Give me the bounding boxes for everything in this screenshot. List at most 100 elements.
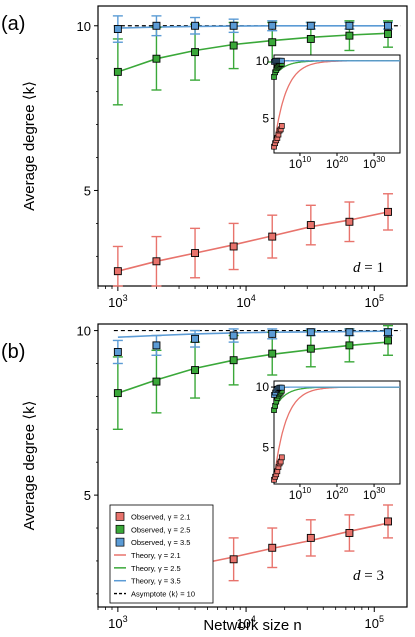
chart-panel: (b)Average degree ⟨k⟩Network size n51010… — [1, 323, 408, 634]
x-tick-label: 105 — [365, 614, 384, 631]
legend-item: Theory, γ = 2.1 — [114, 551, 181, 560]
data-marker — [345, 31, 354, 40]
data-marker — [191, 366, 199, 375]
data-marker — [345, 328, 354, 337]
legend-item: Observed, γ = 2.5 — [115, 524, 190, 534]
data-marker — [268, 349, 277, 358]
data-marker — [345, 217, 354, 226]
x-tick-label: 1020 — [326, 486, 349, 502]
inset-frame — [273, 380, 401, 485]
data-marker — [152, 341, 161, 350]
panel-annotation: d = 3 — [353, 568, 384, 584]
chart-panel: (a)Average degree ⟨k⟩Network size n51010… — [1, 5, 408, 339]
data-marker — [268, 543, 277, 552]
data-marker — [152, 257, 161, 266]
x-tick-label: 103 — [108, 293, 127, 310]
x-tick-label: 104 — [236, 293, 255, 310]
x-tick-label: 1030 — [363, 155, 386, 171]
data-marker — [191, 21, 199, 30]
data-marker — [345, 21, 354, 30]
legend-marker — [115, 537, 125, 547]
observed-series-gamma-2.5 — [112, 324, 394, 431]
legend-item: Theory, γ = 3.5 — [114, 577, 181, 586]
data-marker — [306, 328, 315, 337]
x-tick-label: 104 — [236, 614, 255, 631]
data-marker — [152, 377, 161, 386]
data-marker — [113, 267, 122, 276]
legend: Observed, γ = 2.1 Observed, γ = 2.5 Observ… — [109, 504, 214, 604]
legend-marker — [115, 524, 125, 534]
legend-frame — [109, 504, 214, 604]
legend-label: Observed, γ = 2.1 — [131, 512, 190, 521]
inset-y-tick-label: 5 — [262, 111, 269, 125]
theory-line-gamma-2.5 — [117, 32, 389, 73]
data-marker — [384, 30, 392, 38]
data-marker — [345, 341, 354, 350]
x-tick-label: 105 — [365, 293, 384, 310]
data-marker — [384, 336, 392, 345]
x-tick-label: 1020 — [326, 155, 349, 171]
data-marker — [152, 54, 161, 63]
y-tick-label: 5 — [84, 488, 91, 503]
theory-line-gamma-2.5 — [117, 341, 389, 394]
panel-label: (a) — [1, 13, 25, 35]
legend-label: Observed, γ = 2.5 — [131, 525, 190, 534]
data-marker — [191, 334, 199, 343]
inset-marker — [278, 123, 285, 129]
data-marker — [113, 67, 122, 76]
data-marker — [306, 34, 315, 43]
x-tick-label: 1010 — [289, 155, 312, 171]
x-axis-label: Network size n — [203, 617, 301, 634]
inset-y-tick-label: 10 — [256, 54, 270, 68]
y-axis-label: Average degree ⟨k⟩ — [21, 401, 38, 531]
inset-marker — [271, 74, 277, 80]
observed-series-gamma-2.1 — [112, 193, 394, 287]
data-marker — [384, 207, 392, 216]
data-marker — [345, 529, 354, 537]
theory-line-gamma-2.1 — [117, 211, 389, 272]
data-marker — [229, 242, 238, 251]
observed-series-gamma-3.5 — [112, 15, 394, 43]
panel-annotation: d = 1 — [353, 260, 384, 276]
data-marker — [229, 41, 238, 50]
data-marker — [152, 21, 161, 30]
legend-label: Theory, γ = 3.5 — [131, 577, 181, 586]
data-marker — [268, 21, 277, 30]
inset-y-tick-label: 10 — [256, 380, 270, 394]
data-marker — [384, 517, 392, 526]
legend-label: Theory, γ = 2.5 — [131, 564, 181, 573]
legend-item: Observed, γ = 2.1 — [115, 512, 190, 521]
data-marker — [229, 331, 238, 340]
y-tick-label: 10 — [77, 324, 91, 339]
inset-frame — [273, 54, 401, 154]
observed-series-gamma-3.5 — [112, 328, 394, 365]
legend-marker — [115, 512, 125, 521]
inset-theory-gamma-3.5 — [273, 386, 400, 391]
data-marker — [113, 25, 122, 34]
data-marker — [191, 48, 199, 57]
inset-theory-gamma-3.5 — [273, 60, 400, 63]
legend-label: Observed, γ = 3.5 — [131, 538, 190, 547]
data-marker — [229, 21, 238, 30]
data-marker — [229, 555, 238, 564]
y-tick-label: 5 — [84, 183, 91, 198]
data-marker — [268, 232, 277, 241]
data-marker — [306, 221, 315, 230]
data-marker — [113, 389, 122, 398]
theory-line-gamma-3.5 — [117, 24, 388, 29]
data-marker — [306, 344, 315, 353]
inset-y-tick-label: 5 — [262, 441, 269, 455]
x-tick-label: 1010 — [289, 486, 312, 502]
legend-item: Theory, γ = 2.5 — [114, 564, 181, 573]
x-tick-label: 1030 — [363, 486, 386, 502]
data-marker — [268, 38, 277, 47]
inset-marker — [278, 384, 285, 391]
legend-item: Asymptote ⟨k⟩ = 10 — [114, 590, 195, 599]
data-marker — [384, 328, 392, 337]
y-tick-label: 10 — [77, 19, 91, 34]
data-marker — [306, 21, 315, 30]
theory-line-gamma-3.5 — [117, 330, 389, 338]
